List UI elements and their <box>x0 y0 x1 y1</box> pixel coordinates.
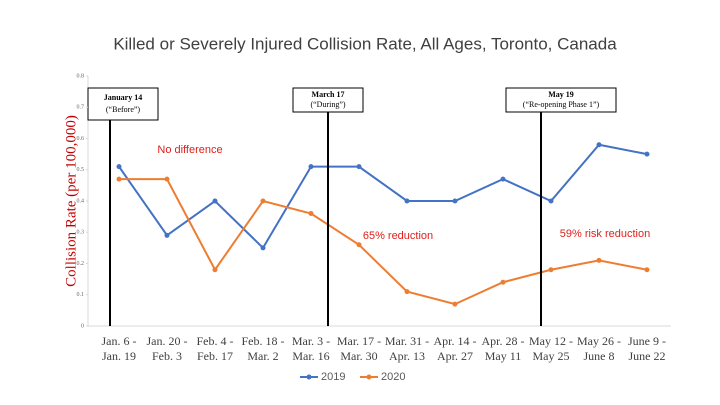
y-tick-label: 0.2 <box>77 261 85 267</box>
y-axis-label: Collision Rate (per 100,000) <box>63 115 79 287</box>
data-point <box>500 176 506 182</box>
marker-label: (“During”) <box>310 100 345 109</box>
legend-marker <box>306 374 312 380</box>
data-point <box>260 198 266 204</box>
x-tick-label: June 22 <box>629 349 666 363</box>
marker-box: March 17 (“During”) <box>292 87 364 113</box>
y-tick-label: 0.4 <box>77 198 85 204</box>
marker-date: January 14 <box>104 93 142 102</box>
data-point <box>308 211 314 216</box>
data-point <box>260 245 266 251</box>
x-tick-label: Feb. 3 <box>152 349 182 363</box>
series-line <box>118 143 648 250</box>
data-point <box>452 198 458 204</box>
data-point <box>116 164 122 170</box>
y-tick-label: 0.6 <box>77 136 85 142</box>
legend-marker <box>366 374 372 380</box>
data-point <box>116 176 122 182</box>
x-tick-label: May 11 <box>485 349 522 363</box>
x-tick-label: Jan. 6 - <box>102 334 137 348</box>
y-tick-label: 0.1 <box>77 292 85 298</box>
marker-label: (“Before”) <box>106 105 141 114</box>
marker-box-frame <box>505 87 617 113</box>
legend-label: 2019 <box>321 371 345 383</box>
x-tick-label: June 9 - <box>628 334 666 348</box>
data-point <box>548 267 554 273</box>
x-tick-label: Mar. 2 <box>247 349 278 363</box>
y-tick-label: 0.7 <box>77 105 85 111</box>
data-point <box>548 198 554 204</box>
y-tick-label: 0 <box>81 323 84 329</box>
x-tick-label: Mar. 30 <box>340 349 377 363</box>
x-tick-label: Jan. 20 - <box>147 334 188 348</box>
annotation: 65% reduction <box>363 230 433 242</box>
marker-box-frame <box>87 87 159 121</box>
data-point <box>356 242 362 248</box>
marker-date: March 17 <box>312 90 345 99</box>
annotation: 59% risk reduction <box>560 228 651 240</box>
marker-date: May 19 <box>548 90 574 99</box>
series-line <box>119 178 648 306</box>
x-tick-label: May 25 <box>533 349 570 363</box>
marker-box: January 14 (“Before”) <box>87 87 159 121</box>
data-point <box>452 301 458 307</box>
marker-label: (“Re-opening Phase 1”) <box>523 100 600 109</box>
data-point <box>164 176 170 182</box>
chart-title: Killed or Severely Injured Collision Rat… <box>113 34 617 53</box>
x-tick-label: May 26 - <box>577 334 621 348</box>
x-tick-label: Apr. 27 <box>437 349 473 363</box>
x-tick-label: Jan. 19 <box>102 349 136 363</box>
y-tick-label: 0.3 <box>77 230 85 236</box>
y-tick-label: 0.5 <box>77 167 85 173</box>
data-point <box>356 164 362 170</box>
data-point <box>212 267 218 273</box>
data-point <box>404 289 410 295</box>
annotation: No difference <box>157 144 222 156</box>
marker-box: May 19 (“Re-opening Phase 1”) <box>505 87 617 113</box>
data-point <box>404 198 410 204</box>
x-tick-label: Mar. 31 - <box>385 334 429 348</box>
x-tick-label: Feb. 4 - <box>197 334 234 348</box>
data-point <box>596 257 602 263</box>
marker-box-frame <box>292 87 364 113</box>
data-point <box>500 279 506 285</box>
data-point <box>212 198 218 204</box>
x-tick-label: June 8 <box>584 349 615 363</box>
x-tick-label: Mar. 3 - <box>292 334 330 348</box>
data-point <box>164 232 170 238</box>
data-point <box>308 164 314 170</box>
x-tick-label: Mar. 17 - <box>337 334 381 348</box>
data-point <box>596 142 602 148</box>
x-tick-label: May 12 - <box>529 334 573 348</box>
x-tick-label: Mar. 16 <box>292 349 329 363</box>
legend-label: 2020 <box>381 371 405 383</box>
data-point <box>644 267 650 273</box>
data-point <box>644 151 650 157</box>
x-tick-label: Feb. 18 - <box>242 334 285 348</box>
x-tick-label: Apr. 14 - <box>434 334 477 348</box>
y-tick-label: 0.8 <box>77 73 85 79</box>
x-tick-label: Feb. 17 <box>197 349 233 363</box>
x-tick-label: Apr. 13 <box>389 349 425 363</box>
x-tick-label: Apr. 28 - <box>482 334 525 348</box>
